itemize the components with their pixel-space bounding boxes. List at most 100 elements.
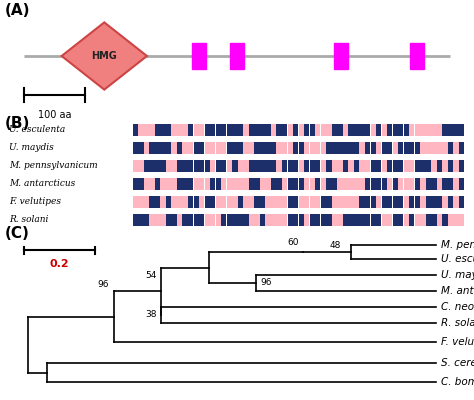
- Bar: [210, 178, 215, 190]
- Bar: [138, 214, 144, 226]
- Bar: [144, 124, 149, 136]
- Bar: [459, 214, 464, 226]
- Polygon shape: [230, 42, 244, 70]
- Bar: [210, 214, 215, 226]
- Text: U. maydis: U. maydis: [9, 144, 54, 152]
- Bar: [365, 142, 370, 154]
- Bar: [210, 160, 215, 172]
- Bar: [238, 178, 243, 190]
- Bar: [343, 214, 348, 226]
- Bar: [232, 142, 237, 154]
- Bar: [371, 142, 376, 154]
- Bar: [354, 160, 359, 172]
- Bar: [326, 196, 331, 208]
- Bar: [288, 196, 293, 208]
- Bar: [138, 160, 144, 172]
- Bar: [160, 196, 165, 208]
- Bar: [199, 160, 204, 172]
- Bar: [404, 214, 409, 226]
- Bar: [205, 196, 210, 208]
- Bar: [166, 178, 171, 190]
- Bar: [326, 142, 331, 154]
- Bar: [133, 124, 138, 136]
- Bar: [172, 160, 177, 172]
- Bar: [276, 160, 282, 172]
- Bar: [459, 124, 464, 136]
- Bar: [459, 142, 464, 154]
- Bar: [216, 142, 221, 154]
- Bar: [172, 124, 177, 136]
- Text: C. bombacis: C. bombacis: [441, 378, 474, 387]
- Bar: [448, 124, 453, 136]
- Bar: [354, 178, 359, 190]
- Bar: [376, 142, 381, 154]
- Bar: [304, 142, 310, 154]
- Bar: [193, 214, 199, 226]
- Bar: [304, 124, 310, 136]
- Bar: [149, 160, 155, 172]
- Bar: [376, 178, 381, 190]
- Bar: [354, 142, 359, 154]
- Bar: [315, 124, 320, 136]
- Bar: [420, 178, 426, 190]
- Bar: [144, 178, 149, 190]
- Bar: [326, 124, 331, 136]
- Bar: [398, 160, 403, 172]
- Bar: [382, 142, 387, 154]
- Bar: [243, 196, 248, 208]
- Bar: [188, 214, 193, 226]
- Bar: [149, 178, 155, 190]
- Bar: [310, 196, 315, 208]
- Bar: [420, 124, 426, 136]
- Bar: [326, 160, 331, 172]
- Text: M. antarcticus: M. antarcticus: [441, 286, 474, 296]
- Bar: [299, 124, 304, 136]
- Bar: [382, 160, 387, 172]
- Bar: [271, 142, 276, 154]
- Bar: [160, 214, 165, 226]
- Bar: [216, 214, 221, 226]
- Bar: [415, 214, 420, 226]
- Polygon shape: [334, 42, 348, 70]
- Bar: [409, 178, 414, 190]
- Bar: [166, 124, 171, 136]
- Text: 60: 60: [287, 238, 299, 247]
- Bar: [243, 124, 248, 136]
- Bar: [398, 214, 403, 226]
- Bar: [160, 160, 165, 172]
- Bar: [299, 196, 304, 208]
- Text: U. maydis: U. maydis: [441, 270, 474, 280]
- Bar: [442, 160, 447, 172]
- Bar: [166, 196, 171, 208]
- Bar: [426, 196, 431, 208]
- Bar: [182, 124, 188, 136]
- Text: (A): (A): [5, 3, 30, 18]
- Bar: [221, 160, 227, 172]
- Bar: [404, 142, 409, 154]
- Bar: [392, 124, 398, 136]
- Bar: [448, 214, 453, 226]
- Bar: [199, 178, 204, 190]
- Bar: [232, 196, 237, 208]
- Bar: [420, 214, 426, 226]
- Bar: [343, 142, 348, 154]
- Bar: [155, 160, 160, 172]
- Bar: [454, 214, 459, 226]
- Bar: [271, 160, 276, 172]
- Bar: [437, 214, 442, 226]
- Bar: [420, 196, 426, 208]
- Bar: [260, 160, 265, 172]
- Bar: [255, 142, 260, 154]
- Text: U. esculenta: U. esculenta: [9, 126, 66, 134]
- Bar: [382, 124, 387, 136]
- Bar: [387, 196, 392, 208]
- Bar: [238, 142, 243, 154]
- Bar: [448, 142, 453, 154]
- Bar: [193, 196, 199, 208]
- Bar: [337, 124, 343, 136]
- Bar: [409, 124, 414, 136]
- Text: (B): (B): [5, 116, 30, 130]
- Bar: [210, 196, 215, 208]
- Bar: [387, 214, 392, 226]
- Bar: [249, 178, 254, 190]
